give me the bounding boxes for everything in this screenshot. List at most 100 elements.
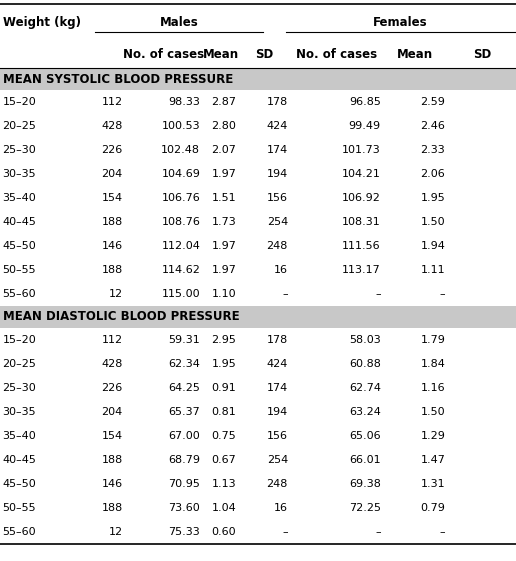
Text: No. of cases: No. of cases	[123, 48, 204, 61]
Text: 0.79: 0.79	[421, 503, 445, 513]
Text: 60.88: 60.88	[349, 359, 381, 369]
Text: 146: 146	[102, 241, 123, 251]
Bar	[0, 40, 516, 68]
Text: 113.17: 113.17	[342, 265, 381, 275]
Text: 1.95: 1.95	[212, 359, 236, 369]
Text: 62.34: 62.34	[168, 359, 200, 369]
Text: 194: 194	[267, 169, 288, 179]
Bar	[0, 306, 516, 328]
Text: 1.97: 1.97	[212, 265, 236, 275]
Text: –: –	[282, 289, 288, 299]
Text: 58.03: 58.03	[349, 335, 381, 345]
Text: 25–30: 25–30	[3, 383, 36, 393]
Text: 104.21: 104.21	[342, 169, 381, 179]
Text: 428: 428	[102, 359, 123, 369]
Text: 20–25: 20–25	[3, 359, 37, 369]
Text: 1.11: 1.11	[421, 265, 445, 275]
Bar	[0, 424, 516, 448]
Text: –: –	[440, 527, 445, 537]
Text: 73.60: 73.60	[168, 503, 200, 513]
Text: 100.53: 100.53	[162, 121, 200, 131]
Text: 2.07: 2.07	[212, 145, 236, 155]
Text: 115.00: 115.00	[162, 289, 200, 299]
Text: 2.46: 2.46	[421, 121, 445, 131]
Text: 156: 156	[267, 431, 288, 441]
Text: 254: 254	[267, 455, 288, 465]
Text: 75.33: 75.33	[168, 527, 200, 537]
Text: 98.33: 98.33	[168, 97, 200, 107]
Text: 1.16: 1.16	[421, 383, 445, 393]
Text: 112.04: 112.04	[162, 241, 200, 251]
Text: 55–60: 55–60	[3, 289, 36, 299]
Text: 0.67: 0.67	[212, 455, 236, 465]
Text: 1.51: 1.51	[212, 193, 236, 203]
Text: 35–40: 35–40	[3, 431, 36, 441]
Text: 104.69: 104.69	[162, 169, 200, 179]
Text: 188: 188	[102, 265, 123, 275]
Text: SD: SD	[473, 48, 491, 61]
Text: 2.95: 2.95	[212, 335, 236, 345]
Text: 0.81: 0.81	[212, 407, 236, 417]
Text: 16: 16	[274, 265, 288, 275]
Text: 2.87: 2.87	[212, 97, 236, 107]
Text: –: –	[282, 527, 288, 537]
Text: 20–25: 20–25	[3, 121, 37, 131]
Text: 154: 154	[102, 431, 123, 441]
Text: 63.24: 63.24	[349, 407, 381, 417]
Bar	[0, 138, 516, 162]
Text: 96.85: 96.85	[349, 97, 381, 107]
Text: 67.00: 67.00	[168, 431, 200, 441]
Bar	[0, 520, 516, 544]
Text: 248: 248	[267, 479, 288, 489]
Text: 174: 174	[267, 145, 288, 155]
Text: 40–45: 40–45	[3, 217, 37, 227]
Text: Mean: Mean	[397, 48, 433, 61]
Bar	[0, 210, 516, 234]
Text: 1.97: 1.97	[212, 241, 236, 251]
Text: 114.62: 114.62	[162, 265, 200, 275]
Text: 226: 226	[102, 383, 123, 393]
Text: 112: 112	[102, 97, 123, 107]
Text: 1.10: 1.10	[212, 289, 236, 299]
Text: 1.31: 1.31	[421, 479, 445, 489]
Text: 16: 16	[274, 503, 288, 513]
Text: 2.59: 2.59	[421, 97, 445, 107]
Text: 106.92: 106.92	[342, 193, 381, 203]
Text: 108.31: 108.31	[342, 217, 381, 227]
Text: 424: 424	[267, 359, 288, 369]
Text: 62.74: 62.74	[349, 383, 381, 393]
Bar	[0, 282, 516, 306]
Bar	[0, 114, 516, 138]
Text: 1.04: 1.04	[212, 503, 236, 513]
Text: MEAN DIASTOLIC BLOOD PRESSURE: MEAN DIASTOLIC BLOOD PRESSURE	[3, 310, 239, 324]
Bar	[0, 352, 516, 376]
Text: 154: 154	[102, 193, 123, 203]
Text: 70.95: 70.95	[168, 479, 200, 489]
Text: 15–20: 15–20	[3, 97, 36, 107]
Bar	[0, 90, 516, 114]
Text: 66.01: 66.01	[349, 455, 381, 465]
Text: 248: 248	[267, 241, 288, 251]
Text: 35–40: 35–40	[3, 193, 36, 203]
Bar	[0, 258, 516, 282]
Text: Mean: Mean	[202, 48, 239, 61]
Text: 15–20: 15–20	[3, 335, 36, 345]
Text: 45–50: 45–50	[3, 479, 36, 489]
Bar	[0, 162, 516, 186]
Text: 68.79: 68.79	[168, 455, 200, 465]
Text: 0.91: 0.91	[212, 383, 236, 393]
Bar	[0, 234, 516, 258]
Text: 106.76: 106.76	[162, 193, 200, 203]
Text: 188: 188	[102, 503, 123, 513]
Text: 1.94: 1.94	[421, 241, 445, 251]
Text: 59.31: 59.31	[168, 335, 200, 345]
Bar	[0, 68, 516, 90]
Text: 0.60: 0.60	[212, 527, 236, 537]
Text: 0.75: 0.75	[212, 431, 236, 441]
Text: 1.84: 1.84	[421, 359, 445, 369]
Bar	[0, 400, 516, 424]
Text: 204: 204	[102, 169, 123, 179]
Text: 424: 424	[267, 121, 288, 131]
Text: 146: 146	[102, 479, 123, 489]
Text: –: –	[375, 289, 381, 299]
